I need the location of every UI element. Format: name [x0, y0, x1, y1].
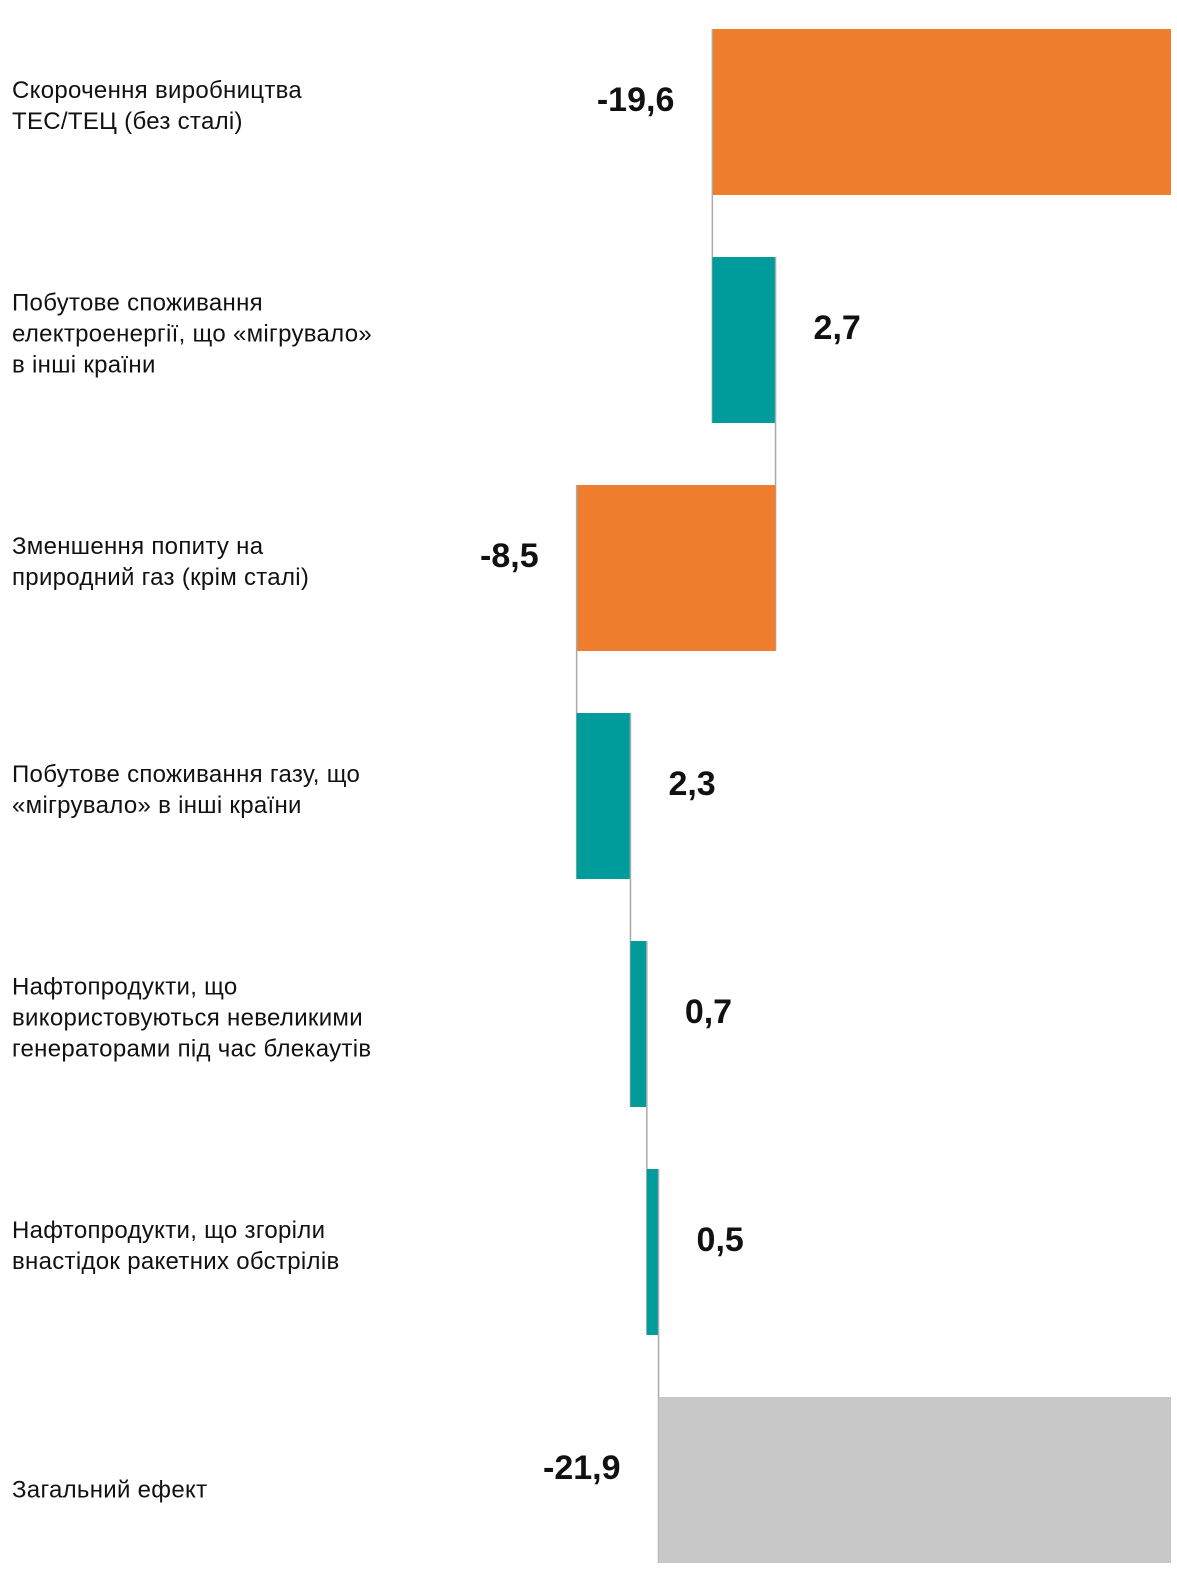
value-label: -21,9	[543, 1449, 621, 1487]
category-label: Побутове споживання газу, що «мігрувало»…	[12, 761, 361, 819]
category-label: Нафтопродукти, що згоріли внастідок раке…	[12, 1217, 340, 1275]
bar	[576, 713, 631, 879]
category-label: Загальний ефект	[12, 1476, 208, 1504]
bar	[712, 257, 776, 423]
value-label: 2,3	[668, 765, 715, 803]
category-label: Нафтопродукти, що використовуються невел…	[12, 973, 372, 1063]
bar	[576, 485, 776, 651]
total-bar	[658, 1397, 1171, 1563]
value-label: -19,6	[597, 81, 675, 119]
value-label: 0,7	[685, 993, 732, 1031]
value-label: -8,5	[480, 537, 539, 575]
category-label: Скорочення виробництва ТЕС/ТЕЦ (без стал…	[12, 77, 303, 135]
value-label: 2,7	[814, 309, 861, 347]
bar	[646, 1169, 659, 1335]
value-label: 0,5	[697, 1221, 744, 1259]
category-label: Зменшення попиту на природний газ (крім …	[12, 533, 310, 591]
bar	[712, 29, 1171, 195]
category-label: Побутове споживання електроенергії, що «…	[12, 289, 373, 379]
bar	[630, 941, 647, 1107]
